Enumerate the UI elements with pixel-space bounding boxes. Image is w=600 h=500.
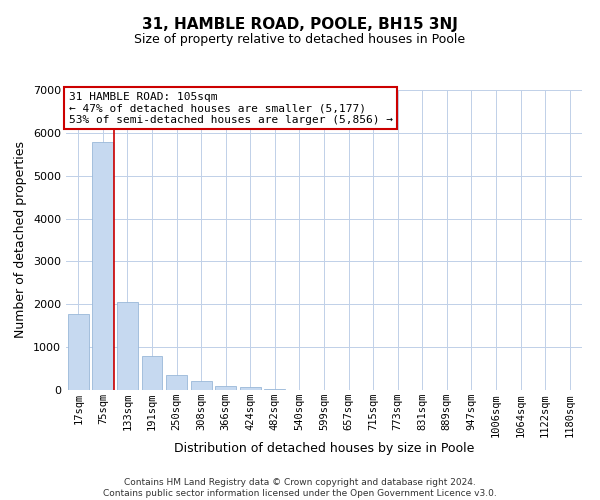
Bar [215, 386, 236, 390]
Bar [191, 380, 212, 390]
Y-axis label: Number of detached properties: Number of detached properties [14, 142, 28, 338]
Bar [265, 389, 286, 390]
Bar [117, 302, 138, 390]
Text: Contains HM Land Registry data © Crown copyright and database right 2024.
Contai: Contains HM Land Registry data © Crown c… [103, 478, 497, 498]
X-axis label: Distribution of detached houses by size in Poole: Distribution of detached houses by size … [174, 442, 474, 455]
Text: Size of property relative to detached houses in Poole: Size of property relative to detached ho… [134, 32, 466, 46]
Text: 31 HAMBLE ROAD: 105sqm
← 47% of detached houses are smaller (5,177)
53% of semi-: 31 HAMBLE ROAD: 105sqm ← 47% of detached… [68, 92, 392, 124]
Bar [240, 388, 261, 390]
Bar [166, 374, 187, 390]
Text: 31, HAMBLE ROAD, POOLE, BH15 3NJ: 31, HAMBLE ROAD, POOLE, BH15 3NJ [142, 18, 458, 32]
Bar [92, 142, 113, 390]
Bar [68, 314, 89, 390]
Bar [142, 356, 163, 390]
